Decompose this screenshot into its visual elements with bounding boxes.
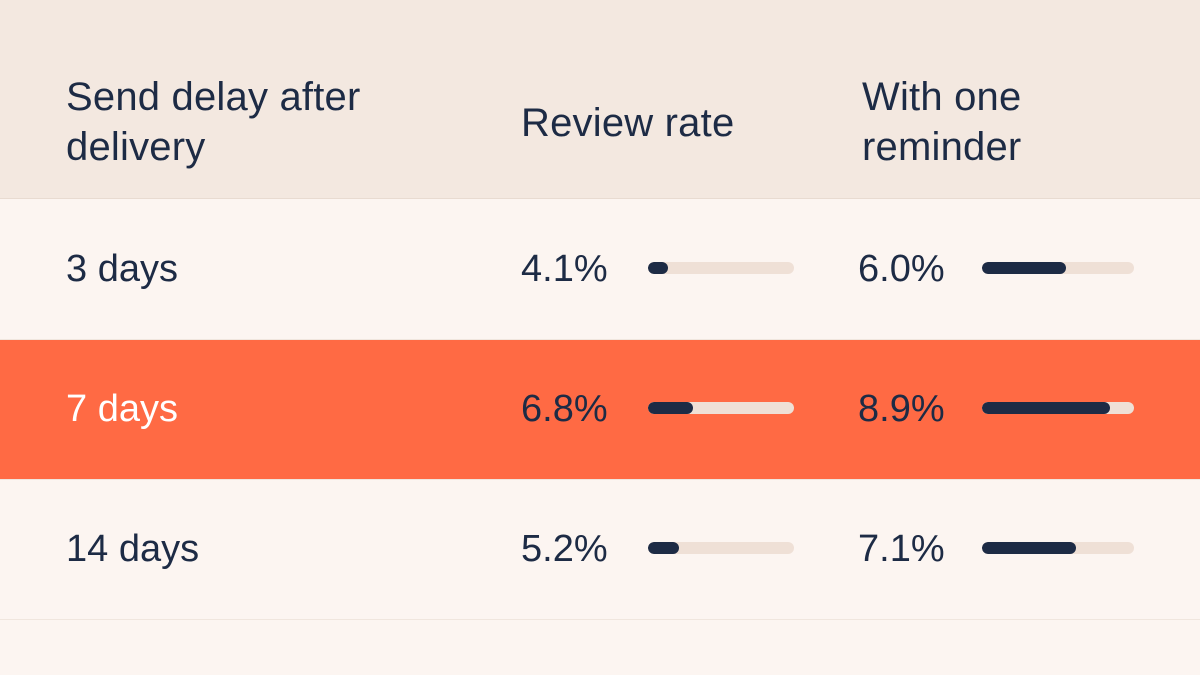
review-rate-value: 5.2% — [521, 528, 608, 570]
row-delay-label: 3 days — [66, 248, 178, 290]
row-divider — [0, 619, 1200, 620]
review-rate-bar — [648, 262, 669, 274]
review-rate-value: 4.1% — [521, 248, 608, 290]
row-divider — [0, 339, 1200, 340]
with-reminder-bar-track — [982, 262, 1134, 274]
row-delay-label: 7 days — [66, 388, 178, 430]
with-reminder-bar — [982, 262, 1066, 274]
with-reminder-bar — [982, 542, 1077, 554]
row-divider — [0, 479, 1200, 480]
with-reminder-value: 7.1% — [858, 528, 945, 570]
with-reminder-value: 6.0% — [858, 248, 945, 290]
with-reminder-bar-track — [982, 542, 1134, 554]
table-header: Send delay after delivery Review rate Wi… — [0, 0, 1200, 199]
column-header-review-rate: Review rate — [521, 101, 735, 145]
review-rate-bar-track — [648, 402, 794, 414]
with-reminder-bar — [982, 402, 1110, 414]
with-reminder-value: 8.9% — [858, 388, 945, 430]
table-row: 14 days 5.2% 7.1% — [0, 479, 1200, 619]
table-row: 7 days 6.8% 8.9% — [0, 339, 1200, 479]
review-rate-bar-track — [648, 542, 794, 554]
row-delay-label: 14 days — [66, 528, 200, 570]
review-rate-value: 6.8% — [521, 388, 608, 430]
column-header-with-reminder: With one reminder — [862, 75, 1022, 169]
column-header-send-delay: Send delay after delivery — [66, 75, 361, 169]
review-rate-bar — [648, 542, 679, 554]
table-row: 3 days 4.1% 6.0% — [0, 199, 1200, 339]
review-rate-bar — [648, 402, 694, 414]
review-rate-bar-track — [648, 262, 794, 274]
with-reminder-bar-track — [982, 402, 1134, 414]
